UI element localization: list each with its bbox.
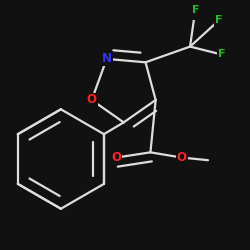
Text: N: N bbox=[102, 52, 112, 66]
Text: O: O bbox=[87, 94, 97, 106]
Text: O: O bbox=[112, 151, 122, 164]
Text: O: O bbox=[177, 151, 187, 164]
Text: F: F bbox=[192, 5, 199, 15]
Text: F: F bbox=[218, 50, 225, 59]
Text: F: F bbox=[215, 16, 222, 26]
